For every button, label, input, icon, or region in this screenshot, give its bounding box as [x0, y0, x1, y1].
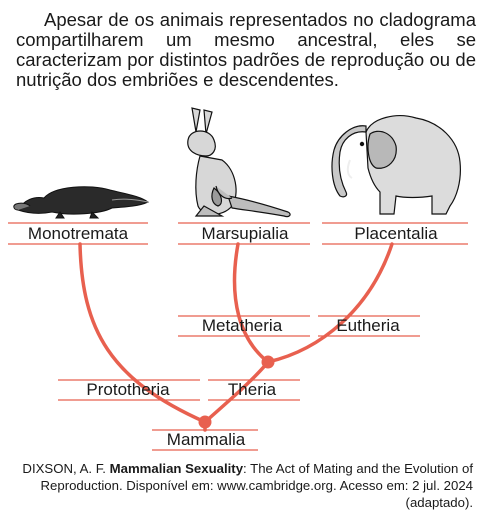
- label-underlines: [8, 222, 468, 451]
- intro-paragraph: Apesar de os animais representados no cl…: [16, 10, 476, 90]
- platypus-icon: [13, 186, 149, 219]
- node-theria: [261, 355, 275, 369]
- label-prototheria: Prototheria: [86, 380, 170, 399]
- label-eutheria: Eutheria: [336, 316, 400, 335]
- branch-monotremata: [78, 242, 207, 424]
- label-metatheria: Metatheria: [201, 316, 283, 335]
- citation-rest: : The Act of Mating and the Evolution of…: [40, 461, 473, 510]
- kangaroo-icon: [187, 107, 291, 218]
- label-monotremata: Monotremata: [27, 224, 129, 243]
- citation: DIXSON, A. F. Mammalian Sexuality: The A…: [3, 460, 473, 511]
- label-theria: Theria: [227, 380, 277, 399]
- branch-theria: [203, 360, 270, 424]
- citation-author: DIXSON, A. F.: [22, 461, 110, 476]
- label-marsupialia: Marsupialia: [201, 224, 289, 243]
- branch-placentalia: [266, 242, 394, 364]
- elephant-icon: [331, 115, 461, 215]
- citation-book-title: Mammalian Sexuality: [109, 461, 244, 476]
- label-mammalia: Mammalia: [166, 430, 246, 449]
- intro-text: Apesar de os animais representados no cl…: [16, 9, 476, 90]
- cladogram-branches: [78, 242, 394, 432]
- node-mammalia: [198, 415, 212, 429]
- branch-marsupialia: [232, 242, 270, 364]
- label-placentalia: Placentalia: [354, 224, 438, 243]
